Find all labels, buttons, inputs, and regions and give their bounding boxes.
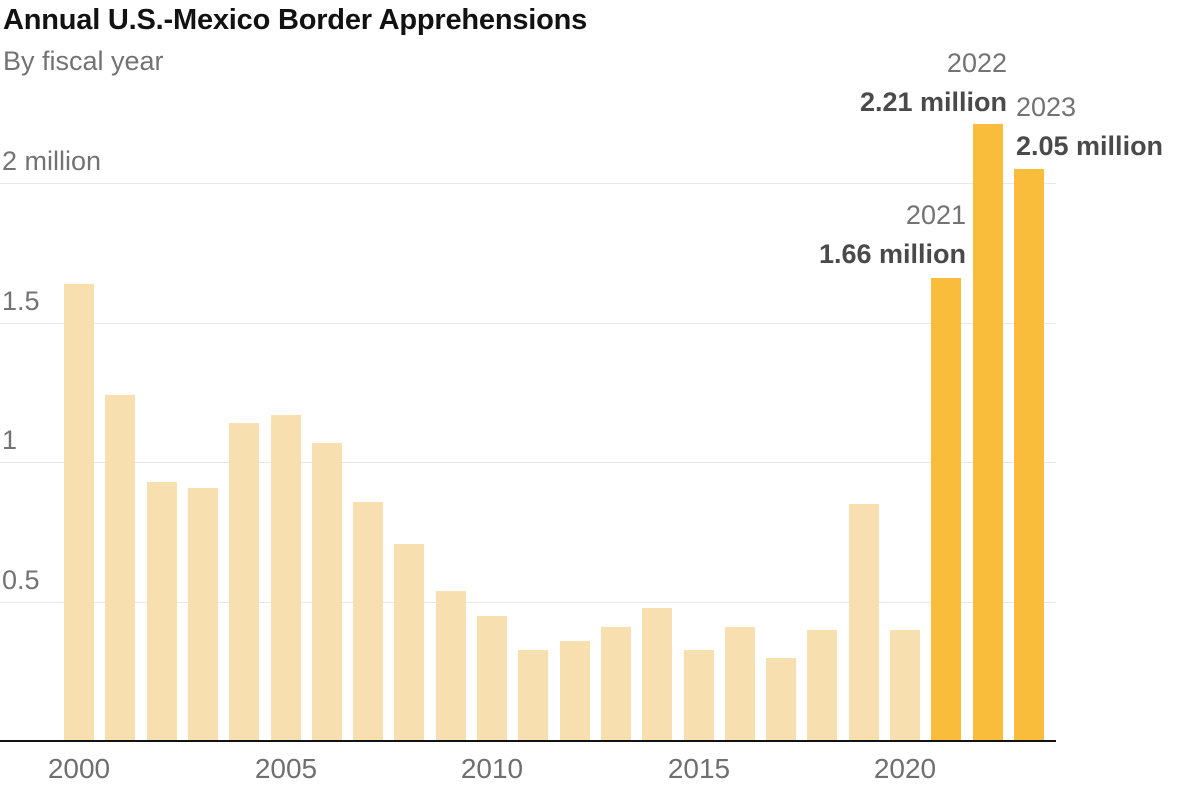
bar-2023 bbox=[1014, 169, 1044, 742]
x-tick-label-2010: 2010 bbox=[460, 753, 524, 784]
bar-2007 bbox=[353, 502, 383, 742]
bar-2014 bbox=[642, 608, 672, 742]
bar-2013 bbox=[601, 627, 631, 742]
bar-2015 bbox=[684, 650, 714, 742]
gridline-0-5-million bbox=[0, 602, 1056, 603]
bar-2021 bbox=[931, 278, 961, 742]
chart-subtitle: By fiscal year bbox=[3, 46, 164, 76]
bar-2017 bbox=[766, 658, 796, 742]
annotation-2022: 2022 2.21 million bbox=[860, 44, 1007, 122]
y-tick-label-0-5: 0.5 bbox=[2, 565, 40, 595]
x-tick-label-2005: 2005 bbox=[254, 753, 318, 784]
bar-2010 bbox=[477, 616, 507, 742]
bar-2020 bbox=[890, 630, 920, 742]
annotation-2021-value: 1.66 million bbox=[818, 239, 966, 269]
bar-2000 bbox=[64, 284, 94, 742]
bar-2001 bbox=[105, 395, 135, 742]
y-tick-label-1: 1 bbox=[2, 425, 18, 455]
annotation-2021: 2021 1.66 million bbox=[819, 196, 966, 274]
x-tick-label-2015: 2015 bbox=[667, 753, 731, 784]
gridline-2-million bbox=[0, 183, 1056, 184]
bar-2008 bbox=[394, 544, 424, 742]
y-tick-label-1-5: 1.5 bbox=[2, 286, 40, 316]
bar-2016 bbox=[725, 627, 755, 742]
y-tick-label-2-million: 2 million bbox=[2, 146, 102, 176]
bar-2002 bbox=[147, 482, 177, 742]
bar-2022 bbox=[973, 124, 1003, 742]
annotation-2023-value: 2.05 million bbox=[1016, 131, 1164, 161]
bar-2011 bbox=[518, 650, 548, 742]
x-tick-label-2020: 2020 bbox=[873, 753, 937, 784]
bar-2006 bbox=[312, 443, 342, 742]
bar-2005 bbox=[271, 415, 301, 742]
bar-2019 bbox=[849, 504, 879, 742]
bar-2012 bbox=[560, 641, 590, 742]
annotation-2023: 2023 2.05 million bbox=[1016, 88, 1163, 166]
annotation-2023-year: 2023 bbox=[1016, 92, 1077, 122]
annotation-2022-year: 2022 bbox=[946, 48, 1007, 78]
bar-2009 bbox=[436, 591, 466, 742]
annotation-2021-year: 2021 bbox=[905, 200, 966, 230]
annotation-2022-value: 2.21 million bbox=[859, 87, 1007, 117]
gridline-1-million bbox=[0, 462, 1056, 463]
gridline-1-5-million bbox=[0, 323, 1056, 324]
bar-2004 bbox=[229, 423, 259, 742]
x-axis-line bbox=[0, 740, 1056, 742]
chart-title: Annual U.S.-Mexico Border Apprehensions bbox=[3, 4, 588, 36]
x-tick-label-2000: 2000 bbox=[47, 753, 111, 784]
bar-2018 bbox=[807, 630, 837, 742]
bars-container bbox=[64, 42, 1054, 742]
bar-2003 bbox=[188, 488, 218, 742]
